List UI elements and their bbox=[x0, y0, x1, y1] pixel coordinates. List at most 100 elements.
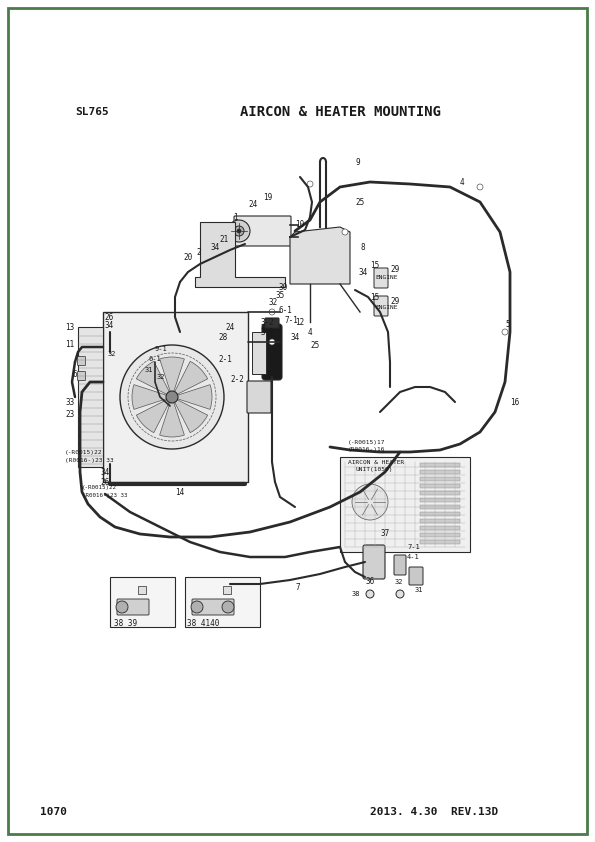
Polygon shape bbox=[195, 222, 285, 287]
Circle shape bbox=[366, 590, 374, 598]
Text: (-R0015)17: (-R0015)17 bbox=[348, 440, 386, 445]
Text: 26: 26 bbox=[100, 477, 109, 487]
Text: 29: 29 bbox=[390, 296, 399, 306]
FancyBboxPatch shape bbox=[192, 599, 234, 615]
Wedge shape bbox=[177, 385, 212, 409]
FancyBboxPatch shape bbox=[103, 312, 248, 482]
FancyBboxPatch shape bbox=[247, 381, 271, 413]
Text: 6-1: 6-1 bbox=[148, 356, 161, 362]
Text: ENGINE: ENGINE bbox=[375, 305, 397, 310]
Wedge shape bbox=[136, 361, 170, 395]
Circle shape bbox=[342, 229, 348, 235]
Text: 31: 31 bbox=[415, 587, 424, 593]
Text: 9-1: 9-1 bbox=[155, 346, 168, 352]
Circle shape bbox=[228, 220, 250, 242]
Text: 32: 32 bbox=[108, 351, 117, 357]
FancyBboxPatch shape bbox=[409, 567, 423, 585]
Text: 15: 15 bbox=[370, 260, 379, 269]
Circle shape bbox=[234, 226, 244, 236]
FancyBboxPatch shape bbox=[185, 577, 260, 627]
Text: 34: 34 bbox=[100, 467, 109, 477]
Wedge shape bbox=[136, 399, 170, 433]
Text: 9: 9 bbox=[355, 157, 359, 167]
Text: 31: 31 bbox=[145, 367, 154, 373]
Circle shape bbox=[269, 309, 275, 315]
Bar bbox=[420, 512, 460, 516]
Text: 21: 21 bbox=[219, 235, 228, 243]
Text: 4: 4 bbox=[308, 328, 312, 337]
FancyBboxPatch shape bbox=[374, 268, 388, 288]
Text: ENGINE: ENGINE bbox=[375, 274, 397, 280]
Text: 25: 25 bbox=[310, 340, 320, 349]
Text: 14: 14 bbox=[175, 488, 184, 497]
Text: 38 39: 38 39 bbox=[114, 620, 137, 628]
Text: 24: 24 bbox=[225, 322, 234, 332]
Text: 19: 19 bbox=[263, 193, 273, 201]
Wedge shape bbox=[159, 402, 184, 437]
Text: 13: 13 bbox=[65, 322, 74, 332]
Bar bbox=[420, 463, 460, 467]
Text: 37: 37 bbox=[380, 530, 389, 539]
Text: 33: 33 bbox=[65, 397, 74, 407]
Wedge shape bbox=[159, 357, 184, 392]
Bar bbox=[420, 519, 460, 523]
Text: 1070: 1070 bbox=[40, 807, 67, 817]
Circle shape bbox=[269, 339, 275, 345]
Text: 32: 32 bbox=[268, 297, 277, 306]
Text: 26: 26 bbox=[104, 312, 113, 322]
Bar bbox=[420, 498, 460, 502]
Text: 8: 8 bbox=[360, 242, 365, 252]
Bar bbox=[223, 586, 231, 594]
Text: 2: 2 bbox=[196, 248, 201, 257]
FancyBboxPatch shape bbox=[340, 457, 470, 552]
Text: 15: 15 bbox=[370, 292, 379, 301]
Text: 34: 34 bbox=[104, 321, 113, 329]
Circle shape bbox=[222, 601, 234, 613]
FancyBboxPatch shape bbox=[262, 324, 282, 380]
Text: 28: 28 bbox=[218, 333, 227, 342]
Text: 6-1: 6-1 bbox=[278, 306, 292, 315]
Text: 2-2: 2-2 bbox=[230, 375, 244, 383]
Text: UNIT(1050): UNIT(1050) bbox=[355, 466, 393, 472]
FancyBboxPatch shape bbox=[363, 545, 385, 579]
FancyBboxPatch shape bbox=[234, 216, 291, 246]
Text: 12: 12 bbox=[295, 317, 304, 327]
Text: 16: 16 bbox=[510, 397, 519, 407]
Text: 32: 32 bbox=[157, 374, 165, 380]
Circle shape bbox=[502, 329, 508, 335]
Circle shape bbox=[477, 184, 483, 190]
Text: 4: 4 bbox=[460, 178, 465, 186]
Bar bbox=[420, 477, 460, 481]
Text: 7-1: 7-1 bbox=[284, 316, 298, 324]
Text: (R0016-)23 33: (R0016-)23 33 bbox=[65, 457, 114, 462]
FancyBboxPatch shape bbox=[265, 318, 279, 328]
Bar bbox=[138, 586, 146, 594]
Bar bbox=[420, 484, 460, 488]
FancyBboxPatch shape bbox=[117, 599, 149, 615]
Text: 34: 34 bbox=[358, 268, 367, 276]
Text: AIRCON & HEATER MOUNTING: AIRCON & HEATER MOUNTING bbox=[240, 105, 441, 119]
Text: 4-1: 4-1 bbox=[407, 554, 419, 560]
Circle shape bbox=[116, 601, 128, 613]
Circle shape bbox=[307, 181, 313, 187]
Wedge shape bbox=[132, 385, 167, 409]
FancyBboxPatch shape bbox=[77, 356, 86, 365]
Text: 3-2: 3-2 bbox=[260, 317, 274, 327]
Bar bbox=[420, 533, 460, 537]
Circle shape bbox=[352, 484, 388, 520]
Text: 23: 23 bbox=[65, 409, 74, 418]
Text: 29: 29 bbox=[390, 264, 399, 274]
Text: 32: 32 bbox=[395, 579, 403, 585]
Circle shape bbox=[166, 391, 178, 403]
Text: 3-1: 3-1 bbox=[260, 328, 274, 337]
FancyBboxPatch shape bbox=[110, 577, 175, 627]
Text: 7: 7 bbox=[295, 583, 300, 591]
FancyBboxPatch shape bbox=[374, 296, 388, 316]
Text: 38 4140: 38 4140 bbox=[187, 620, 220, 628]
Bar bbox=[420, 470, 460, 474]
Circle shape bbox=[237, 229, 241, 233]
Text: 36: 36 bbox=[365, 578, 374, 587]
FancyBboxPatch shape bbox=[394, 555, 406, 575]
Text: 20: 20 bbox=[183, 253, 192, 262]
Wedge shape bbox=[174, 399, 208, 433]
